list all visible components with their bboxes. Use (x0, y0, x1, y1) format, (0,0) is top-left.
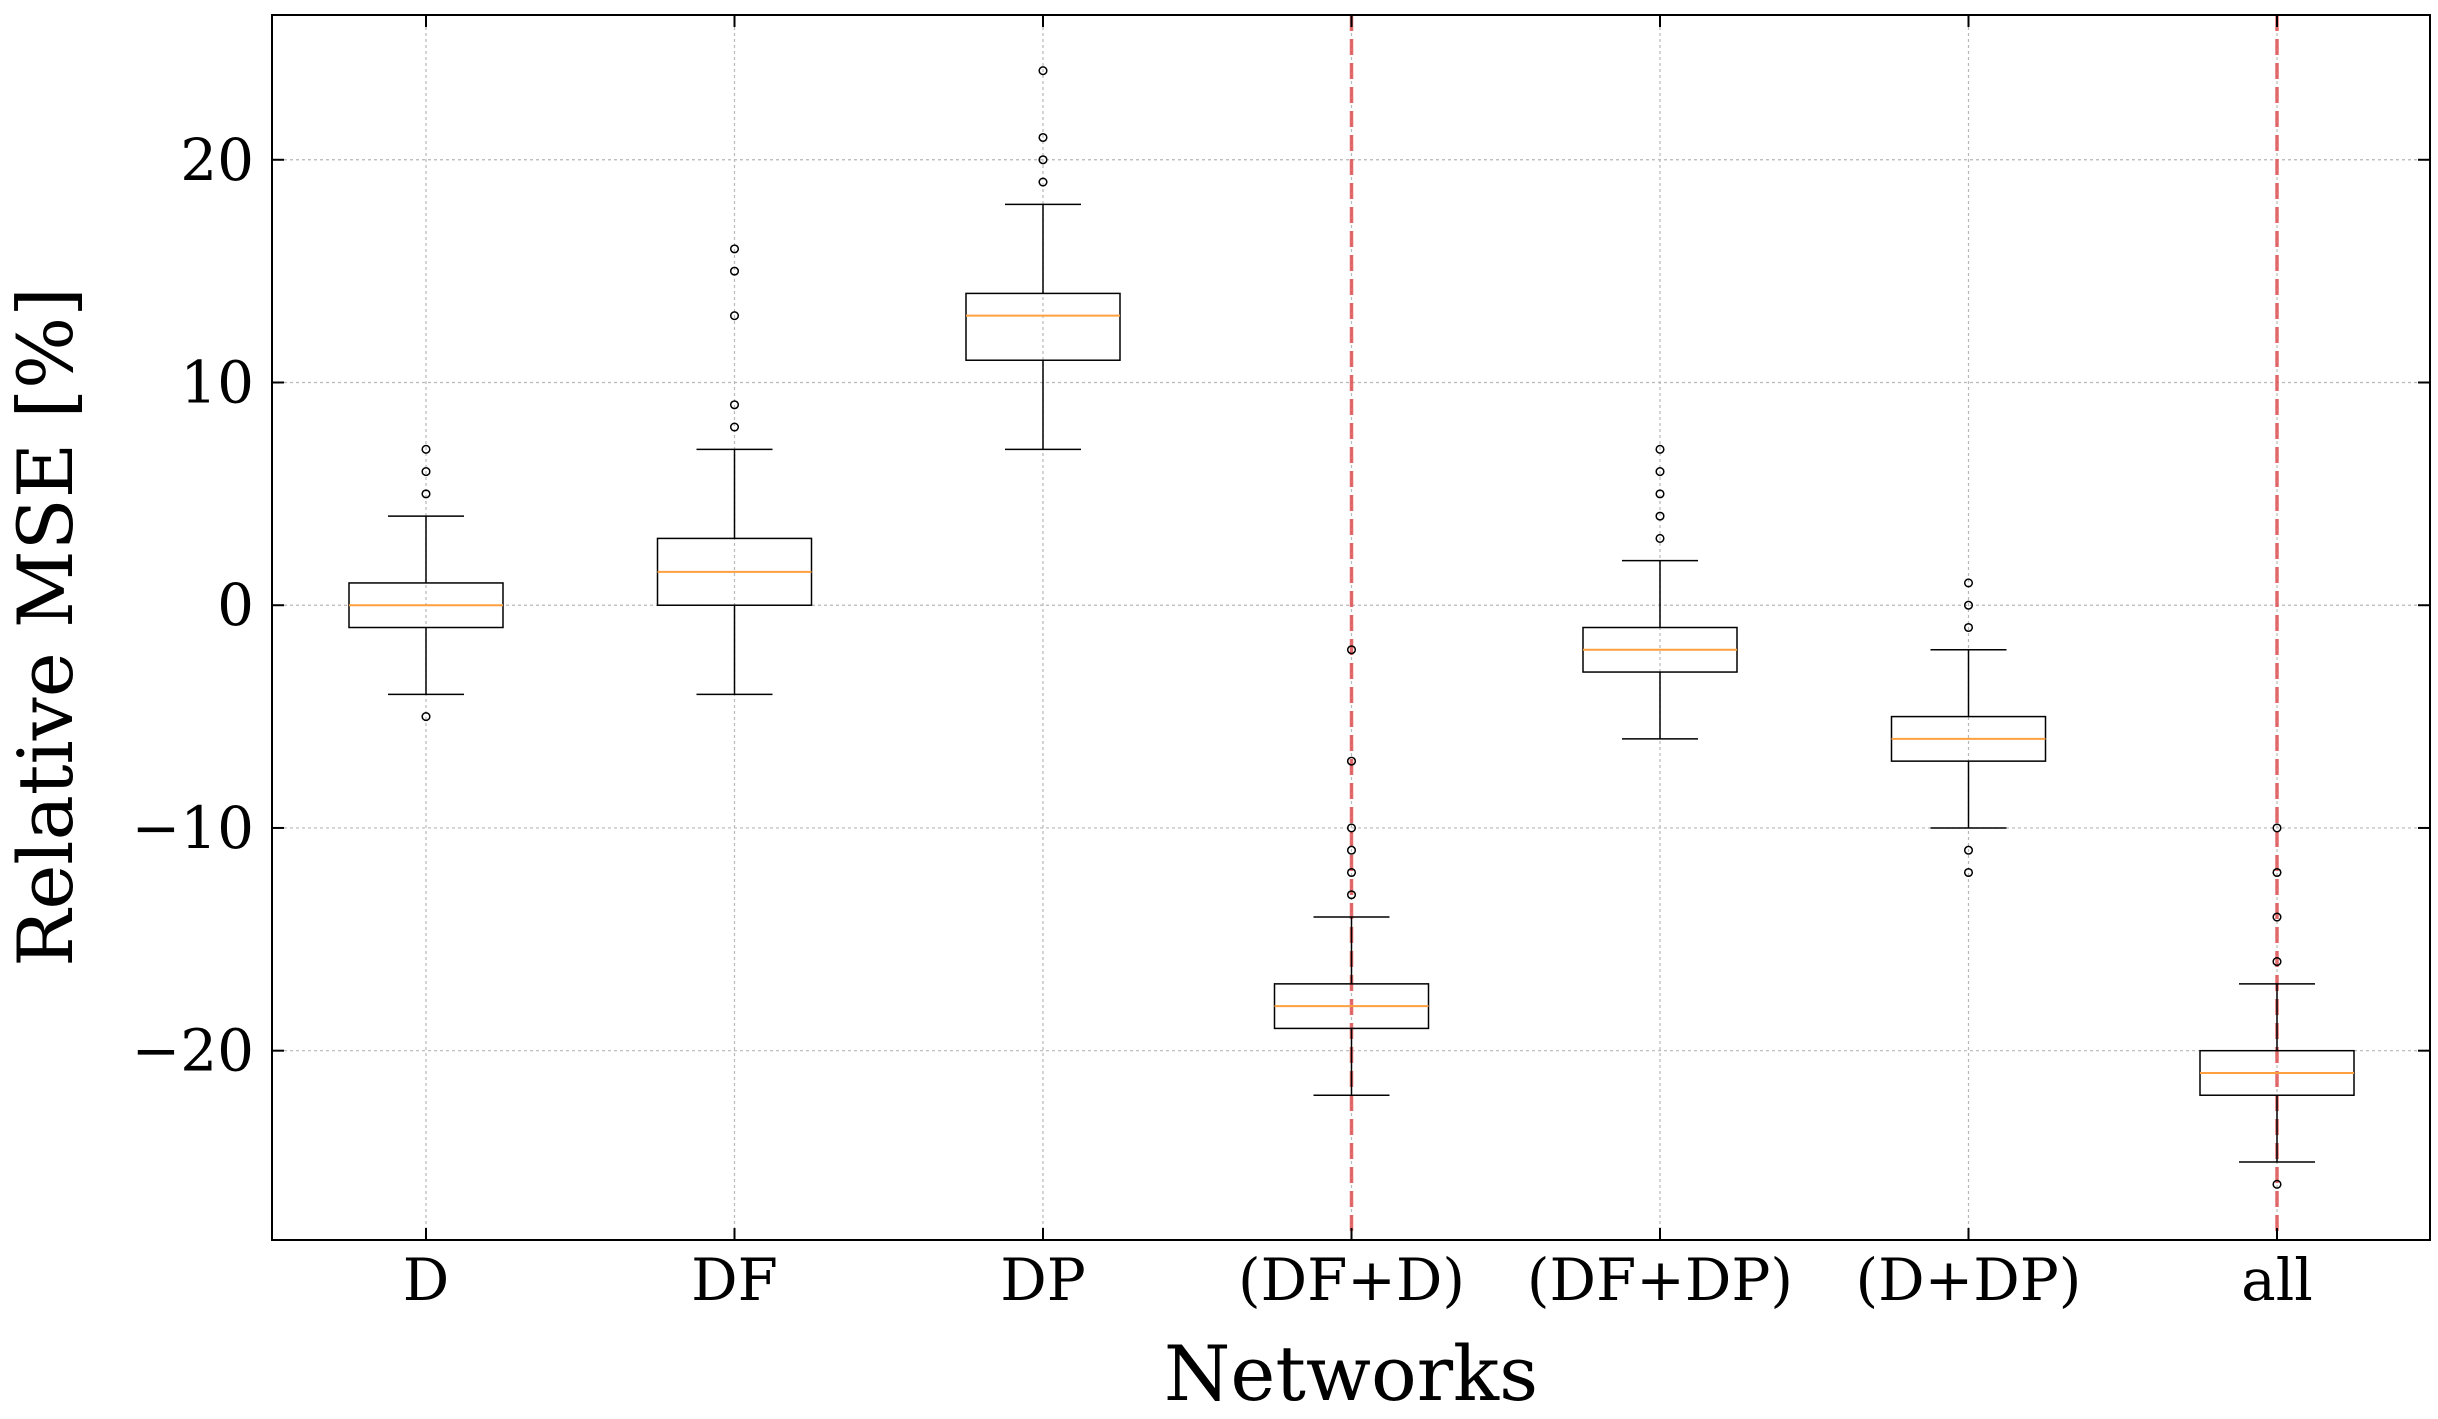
outlier-point (2272, 912, 2282, 922)
outlier-point (1038, 132, 1048, 143)
outlier-point (2272, 823, 2282, 833)
outlier-point (421, 467, 431, 477)
outlier-point (1655, 489, 1665, 499)
outlier-point (1963, 622, 1974, 633)
y-tick-label: 20 (180, 126, 254, 194)
outlier-point (729, 244, 740, 254)
box-group (656, 244, 813, 696)
outlier-point (1963, 845, 1974, 855)
reference-lines (1349, 15, 2279, 1240)
outlier-point (1346, 867, 1357, 878)
outlier-point (1346, 645, 1357, 655)
x-tick-label: all (2241, 1246, 2313, 1314)
box-group (965, 66, 1121, 451)
outlier-point (1038, 177, 1048, 187)
outlier-point (729, 266, 740, 276)
outlier-point (1655, 533, 1665, 543)
x-tick-label: (D+DP) (1856, 1246, 2082, 1314)
x-axis-title: Networks (1164, 1329, 1538, 1418)
x-ticks: D DF DP (DF+D) (DF+DP) (D+DP) all (403, 15, 2313, 1314)
outlier-point (421, 444, 431, 454)
y-axis-title: Relative MSE [%] (1, 287, 90, 967)
box-group (1890, 578, 2047, 878)
outlier-point (1346, 845, 1357, 855)
x-tick-label: (DF+DP) (1527, 1246, 1793, 1314)
y-tick-label: −10 (132, 794, 254, 862)
outlier-point (1963, 578, 1974, 588)
x-tick-label: DP (1000, 1246, 1086, 1314)
outlier-point (729, 400, 740, 410)
outlier-point (1655, 467, 1665, 477)
y-tick-label: −20 (132, 1017, 254, 1085)
box-iqr (965, 292, 1121, 361)
outlier-point (1963, 867, 1974, 878)
y-ticks: 20 10 0 −10 −20 (132, 126, 2430, 1085)
outlier-point (729, 422, 740, 432)
outlier-point (1038, 66, 1048, 76)
outlier-point (2272, 957, 2282, 967)
outlier-point (1655, 511, 1665, 521)
outlier-point (1346, 756, 1357, 766)
box-group (1582, 444, 1738, 740)
outlier-point (2272, 867, 2282, 878)
box-group (2199, 823, 2355, 1189)
outlier-point (1346, 823, 1357, 833)
outlier-point (729, 311, 740, 321)
x-tick-label: (DF+D) (1238, 1246, 1465, 1314)
x-tick-label: D (403, 1246, 450, 1314)
x-tick-label: DF (691, 1246, 778, 1314)
outlier-point (2272, 1179, 2282, 1189)
box-group (1273, 645, 1430, 1096)
box-group (348, 444, 504, 722)
y-tick-label: 0 (217, 571, 254, 639)
outlier-point (421, 489, 431, 499)
outlier-point (1038, 155, 1048, 165)
outlier-point (421, 712, 431, 722)
outlier-point (1655, 444, 1665, 454)
outlier-point (1346, 890, 1357, 900)
outlier-point (1963, 600, 1974, 610)
y-tick-label: 10 (180, 349, 254, 417)
boxes (348, 66, 2355, 1189)
